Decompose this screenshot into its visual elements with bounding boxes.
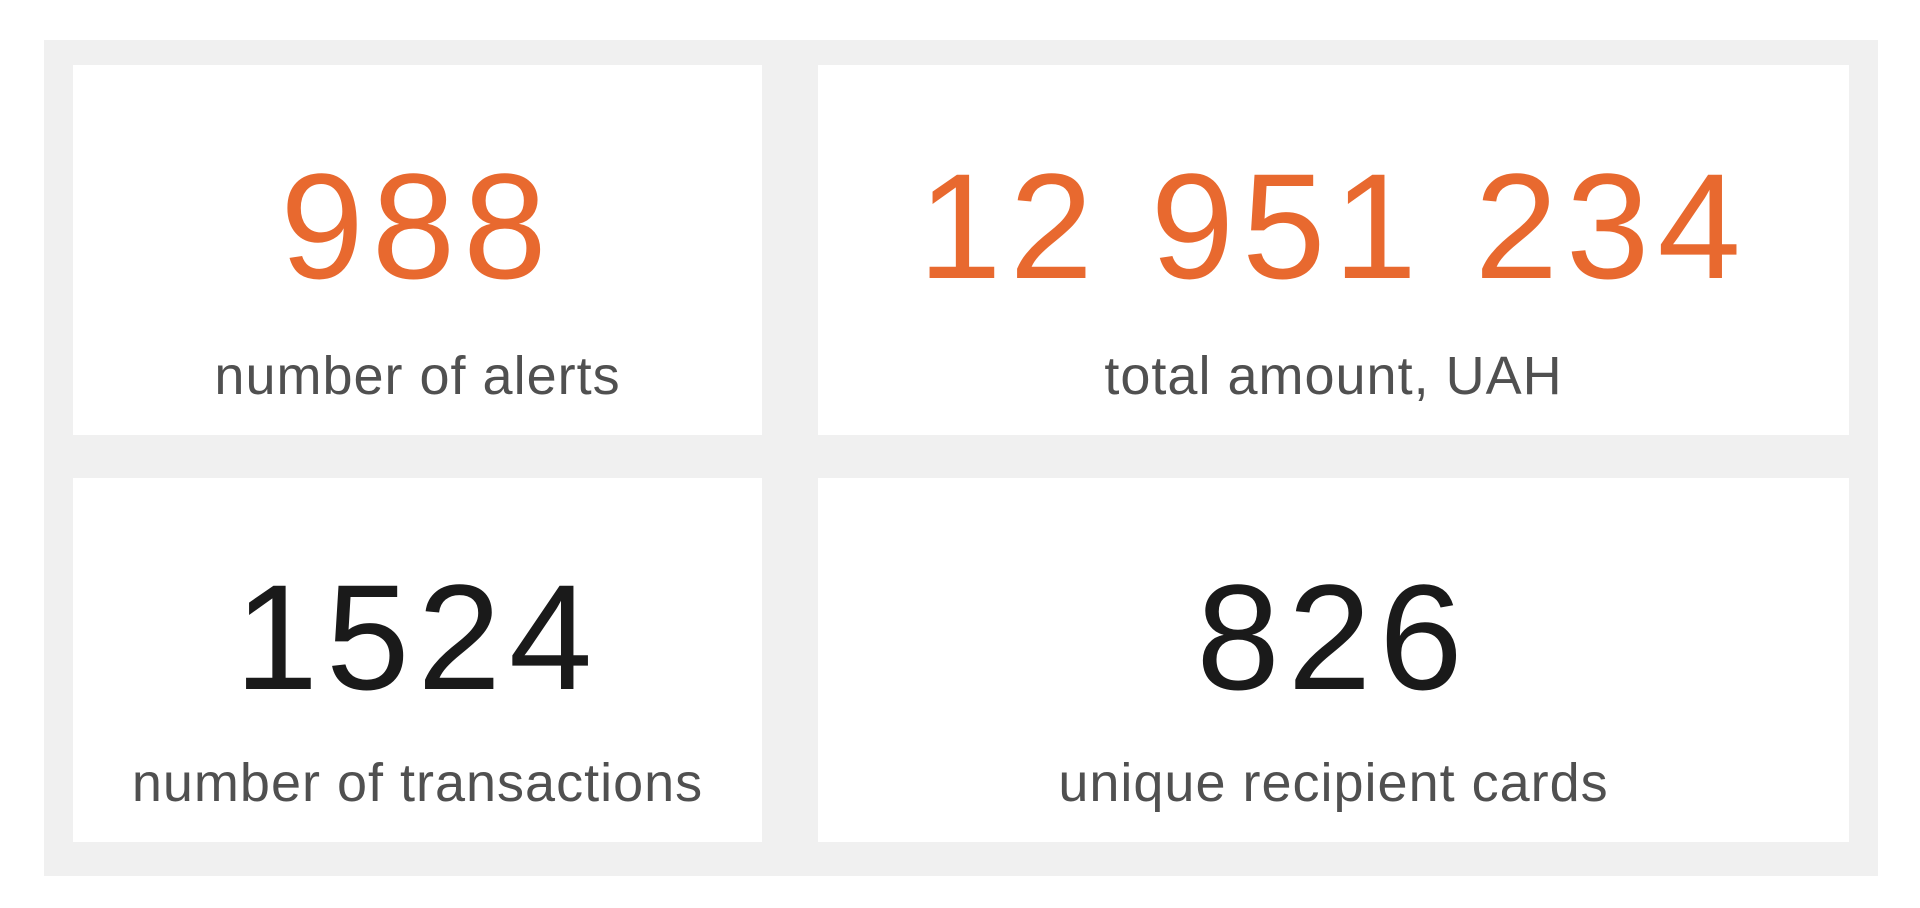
kpi-label: number of alerts — [214, 346, 621, 406]
kpi-value: 1524 — [234, 553, 601, 721]
kpi-card: 988 number of alerts — [73, 65, 762, 435]
kpi-value: 826 — [1196, 553, 1471, 721]
kpi-card: 12 951 234 total amount, UAH — [818, 65, 1849, 435]
kpi-label: total amount, UAH — [1104, 346, 1563, 406]
kpi-value: 988 — [280, 142, 555, 310]
kpi-panel: 988 number of alerts 12 951 234 total am… — [44, 40, 1878, 876]
kpi-card: 1524 number of transactions — [73, 478, 762, 842]
kpi-card: 826 unique recipient cards — [818, 478, 1849, 842]
kpi-value: 12 951 234 — [918, 142, 1749, 310]
kpi-label: number of transactions — [131, 753, 704, 813]
kpi-label: unique recipient cards — [1058, 753, 1609, 813]
